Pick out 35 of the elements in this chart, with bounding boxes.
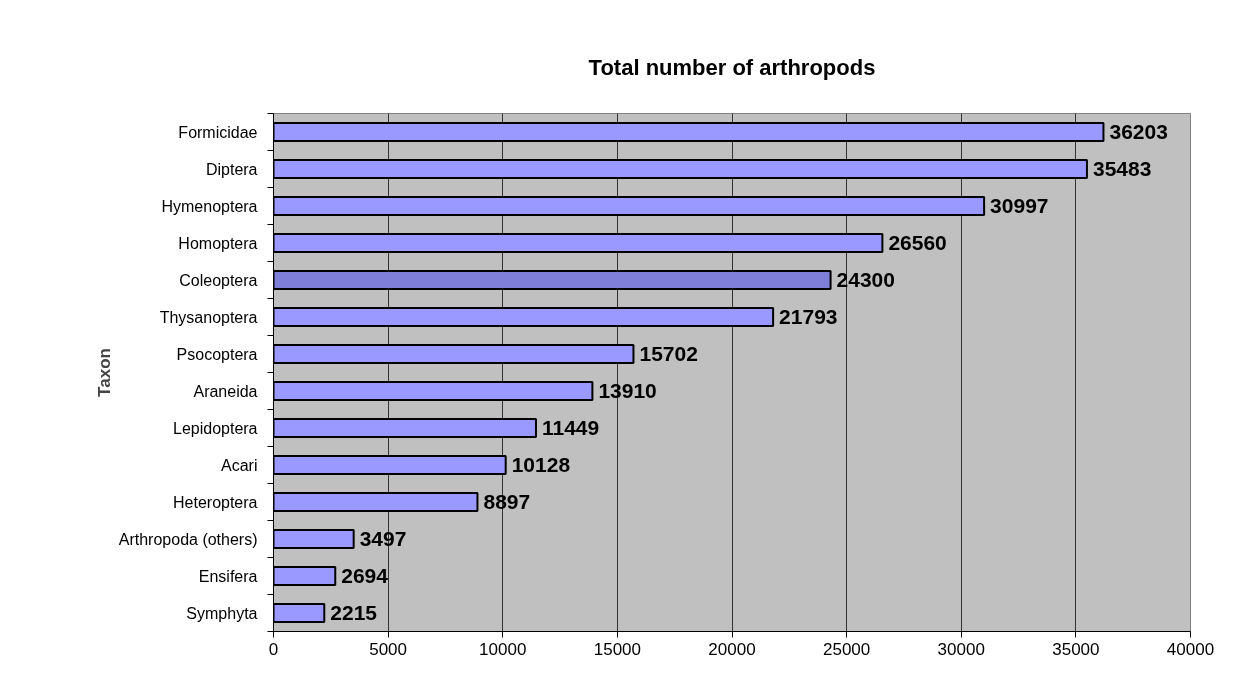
- chart-title: Total number of arthropods: [588, 54, 876, 80]
- data-label: 10128: [511, 453, 571, 476]
- x-tick-label: 0: [268, 639, 279, 659]
- data-label: 15702: [639, 342, 698, 365]
- y-tick-label: Homoptera: [178, 234, 258, 252]
- y-tick-label: Araneida: [193, 382, 258, 400]
- data-label: 35483: [1092, 157, 1152, 180]
- y-tick-label: Diptera: [205, 160, 258, 178]
- y-tick-label: Arthropoda (others): [118, 530, 258, 548]
- x-tick-label: 15000: [593, 639, 642, 659]
- y-axis-title: Taxon: [94, 348, 114, 397]
- y-tick-label: Ensifera: [198, 567, 258, 585]
- data-label: 2215: [330, 601, 378, 624]
- y-tick-label: Hymenoptera: [161, 197, 258, 215]
- x-tick-label: 25000: [822, 639, 871, 659]
- y-tick-label: Psocoptera: [176, 345, 258, 363]
- data-label: 26560: [888, 231, 947, 254]
- y-tick-label: Thysanoptera: [159, 308, 258, 326]
- x-tick-label: 10000: [479, 639, 527, 659]
- y-tick-label: Lepidoptera: [172, 419, 258, 437]
- data-label: 11449: [541, 416, 600, 439]
- y-tick-label: Heteroptera: [173, 493, 258, 511]
- x-tick-label: 20000: [708, 639, 756, 659]
- x-tick-label: 40000: [1166, 639, 1215, 659]
- y-tick-label: Formicidae: [178, 123, 258, 141]
- data-label: 30997: [990, 194, 1049, 217]
- y-tick-label: Acari: [221, 456, 258, 474]
- x-tick-label: 30000: [937, 639, 985, 659]
- data-label: 21793: [779, 305, 838, 328]
- data-label: 36203: [1109, 120, 1168, 143]
- x-tick-label: 5000: [369, 639, 408, 659]
- y-tick-label: Symphyta: [186, 604, 258, 622]
- data-label: 2694: [341, 564, 389, 587]
- x-tick-label: 35000: [1052, 639, 1100, 659]
- y-tick-label: Coleoptera: [179, 271, 258, 289]
